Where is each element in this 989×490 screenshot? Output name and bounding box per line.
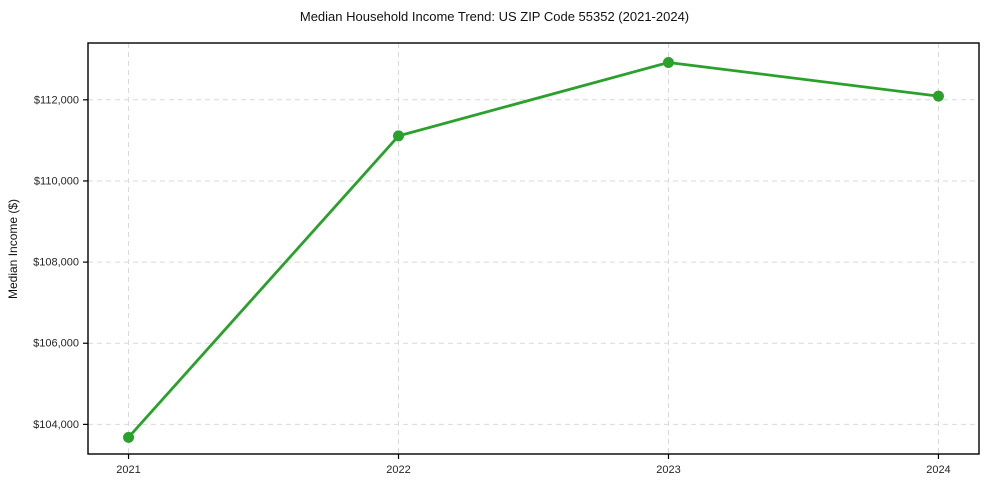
x-tick-label: 2023 xyxy=(656,464,680,476)
y-tick-label: $104,000 xyxy=(33,419,79,431)
x-tick-label: 2022 xyxy=(386,464,410,476)
x-tick-label: 2021 xyxy=(116,464,140,476)
y-tick-label: $106,000 xyxy=(33,338,79,350)
chart-title: Median Household Income Trend: US ZIP Co… xyxy=(299,9,690,24)
data-point xyxy=(123,431,135,443)
data-point xyxy=(393,130,405,142)
data-point xyxy=(662,56,674,68)
y-tick-label: $110,000 xyxy=(34,175,79,187)
trend-line xyxy=(127,61,940,439)
data-point xyxy=(932,90,944,102)
x-tick-label: 2024 xyxy=(926,464,950,476)
y-tick-label: $108,000 xyxy=(33,257,79,269)
plot-border xyxy=(87,42,980,455)
y-tick-label: $112,000 xyxy=(34,94,79,106)
